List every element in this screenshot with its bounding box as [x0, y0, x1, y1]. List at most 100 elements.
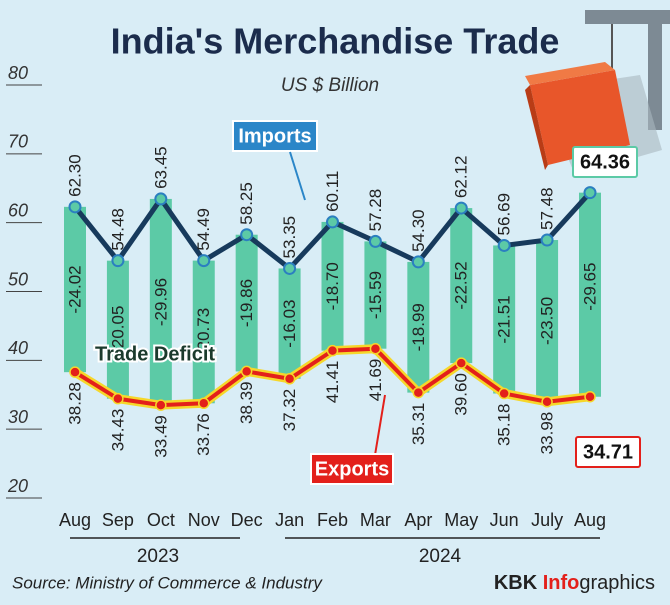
deficit-bar [192, 260, 215, 404]
value-label: 53.35 [280, 216, 299, 259]
value-label: -18.70 [323, 262, 342, 310]
brand: KBK Infographics [494, 572, 655, 594]
imports-label: Imports [238, 125, 311, 147]
exports-pointer [374, 394, 386, 456]
deficit-bar [278, 268, 301, 379]
y-tick-label: 70 [8, 132, 28, 152]
export-point [498, 387, 510, 400]
exports-tag [310, 453, 394, 485]
value-label: 33.98 [538, 412, 557, 455]
deficit-bar [450, 208, 473, 364]
import-point [197, 254, 211, 268]
chart-subtitle: US $ Billion [281, 75, 379, 96]
export-point [584, 390, 596, 403]
chart-title: India's Merchandise Trade [111, 21, 560, 62]
source: Source: Ministry of Commerce & Industry [12, 573, 323, 592]
value-label: 39.60 [452, 373, 471, 416]
value-label: -20.73 [194, 308, 213, 356]
export-point [541, 396, 553, 408]
value-label: 35.18 [495, 404, 514, 447]
value-box [572, 146, 638, 178]
import-point [326, 215, 339, 229]
import-point [583, 186, 597, 200]
value-label: 62.30 [65, 154, 84, 197]
value-label: -24.02 [65, 265, 84, 313]
value-label: 37.32 [280, 389, 299, 432]
deficit-bar [407, 261, 430, 393]
value-label: 33.76 [194, 413, 213, 456]
x-tick-label: Sep [102, 510, 134, 530]
value-label: 60.11 [323, 171, 342, 212]
value-label: 34.71 [583, 441, 633, 463]
export-point [69, 366, 81, 378]
deficit-bar [321, 221, 344, 351]
value-label: -21.51 [495, 295, 514, 343]
import-point [454, 201, 468, 215]
x-tick-label: Aug [59, 510, 91, 530]
import-point [497, 238, 511, 252]
export-point [155, 399, 167, 411]
value-label: 57.48 [538, 187, 557, 230]
value-label: -20.05 [108, 306, 127, 354]
year-label: 2024 [419, 546, 462, 567]
deficit-bar [579, 192, 601, 397]
y-tick-label: 80 [8, 63, 28, 83]
value-label: 54.48 [108, 208, 127, 251]
value-label: 64.36 [580, 151, 630, 173]
x-tick-label: Oct [147, 510, 175, 530]
value-label: 62.12 [452, 156, 471, 199]
deficit-label: Trade Deficit [95, 343, 215, 365]
export-point [198, 397, 210, 410]
value-label: 41.41 [323, 361, 342, 404]
deficit-bar [235, 234, 258, 372]
import-point [368, 234, 382, 248]
import-point [240, 228, 254, 242]
value-label: 34.43 [108, 409, 127, 452]
deficit-outline: Trade Deficit [95, 343, 215, 365]
x-tick-label: Dec [231, 510, 263, 530]
imports-pointer [289, 151, 306, 201]
x-tick-label: Jan [275, 510, 304, 530]
x-tick-label: May [444, 510, 478, 530]
deficit-bar [493, 245, 516, 394]
value-label: 33.49 [151, 415, 170, 458]
export-point [326, 344, 339, 357]
deficit-bar [536, 240, 559, 402]
import-point [540, 233, 554, 247]
x-tick-label: July [531, 510, 563, 530]
value-label: 41.69 [366, 359, 385, 402]
export-point [283, 373, 296, 385]
y-tick-label: 30 [8, 407, 28, 427]
y-tick-label: 40 [8, 338, 28, 358]
import-point [68, 200, 82, 214]
x-tick-label: Apr [404, 510, 432, 530]
value-label: -15.59 [366, 271, 385, 319]
x-tick-label: Mar [360, 510, 391, 530]
x-tick-label: Jun [490, 510, 519, 530]
y-tick-label: 60 [8, 200, 28, 220]
value-label: 63.45 [151, 146, 170, 189]
value-label: -22.52 [452, 261, 471, 309]
exports-label: Exports [315, 458, 389, 480]
export-point [240, 365, 253, 378]
deficit-bar [106, 260, 129, 399]
import-point [411, 255, 425, 269]
export-point [412, 386, 425, 399]
value-label: -16.03 [280, 300, 299, 348]
export-point [112, 392, 124, 405]
value-label: 35.31 [409, 403, 428, 446]
import-point [111, 254, 125, 268]
y-tick-label: 20 [7, 476, 28, 496]
value-label: -29.96 [151, 278, 170, 326]
value-label: -18.99 [409, 303, 428, 351]
value-label: -19.86 [237, 279, 256, 327]
import-point [154, 192, 168, 206]
deficit-bar [64, 206, 86, 373]
value-label: 38.39 [237, 381, 256, 424]
value-label: 54.49 [194, 208, 213, 251]
imports-tag [232, 120, 318, 152]
year-label: 2023 [137, 546, 179, 567]
export-point [455, 357, 467, 369]
value-label: 58.25 [237, 182, 256, 225]
